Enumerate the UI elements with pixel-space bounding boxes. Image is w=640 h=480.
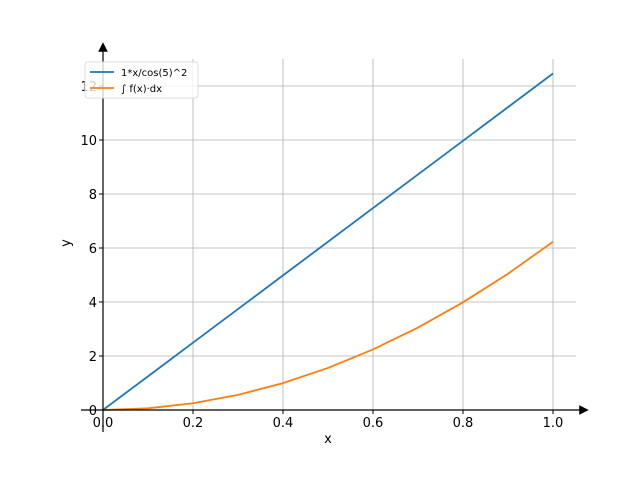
series-line-1	[102, 241, 554, 411]
y-tick-label-0: 0	[89, 404, 97, 419]
x-tick-label-2: 0.4	[273, 416, 294, 431]
axes	[81, 42, 589, 432]
x-axis-label: x	[324, 432, 332, 447]
y-tick-label-3: 6	[89, 242, 97, 257]
y-tick-label-1: 2	[89, 350, 97, 365]
y-tick-label-5: 10	[80, 134, 97, 149]
x-tick-label-5: 1.0	[543, 416, 564, 431]
series-lines	[102, 72, 554, 411]
y-axis-label: y	[59, 239, 74, 247]
x-tick-label-0: 0.0	[93, 416, 114, 431]
series-line-0	[102, 72, 554, 411]
tick-labels: 0.00.20.40.60.81.0024681012	[80, 80, 563, 431]
y-tick-label-4: 8	[89, 188, 97, 203]
y-tick-label-2: 4	[89, 296, 97, 311]
x-tick-label-1: 0.2	[183, 416, 204, 431]
legend: 1*x/cos(5)^2 ∫ f(x)·dx	[84, 61, 199, 99]
x-tick-label-4: 0.8	[453, 416, 474, 431]
legend-box	[84, 61, 199, 99]
legend-label-0: 1*x/cos(5)^2	[121, 68, 187, 79]
x-tick-label-3: 0.6	[363, 416, 384, 431]
legend-label-1: ∫ f(x)·dx	[121, 84, 162, 95]
